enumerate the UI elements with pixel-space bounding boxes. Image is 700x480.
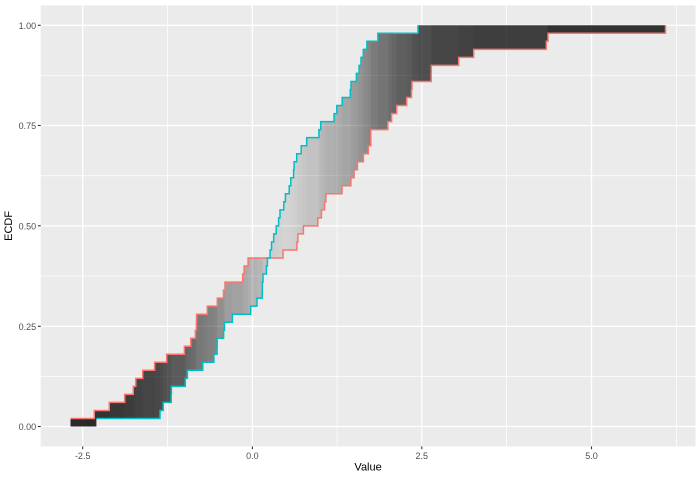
svg-text:ECDF: ECDF bbox=[3, 211, 15, 241]
svg-text:0.25: 0.25 bbox=[19, 322, 37, 332]
svg-text:0.00: 0.00 bbox=[19, 422, 37, 432]
svg-text:0.75: 0.75 bbox=[19, 121, 37, 131]
svg-text:2.5: 2.5 bbox=[416, 451, 429, 461]
svg-text:Value: Value bbox=[354, 462, 381, 474]
svg-text:1.00: 1.00 bbox=[19, 21, 37, 31]
svg-text:0.0: 0.0 bbox=[246, 451, 259, 461]
svg-text:5.0: 5.0 bbox=[585, 451, 598, 461]
svg-text:0.50: 0.50 bbox=[19, 221, 37, 231]
svg-text:-2.5: -2.5 bbox=[75, 451, 91, 461]
